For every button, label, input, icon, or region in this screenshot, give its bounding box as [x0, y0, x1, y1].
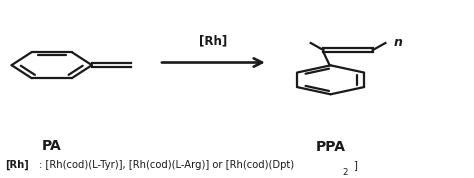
Text: [Rh]: [Rh]	[199, 35, 228, 48]
Text: ]: ]	[353, 160, 356, 170]
Text: 2: 2	[342, 168, 348, 177]
Text: PA: PA	[42, 138, 62, 153]
Text: n: n	[394, 36, 403, 49]
Text: PPA: PPA	[316, 140, 346, 154]
Text: : [Rh(cod)(L-Tyr)], [Rh(cod)(L-Arg)] or [Rh(cod)(Dpt): : [Rh(cod)(L-Tyr)], [Rh(cod)(L-Arg)] or …	[39, 160, 294, 170]
Text: [Rh]: [Rh]	[5, 160, 29, 170]
